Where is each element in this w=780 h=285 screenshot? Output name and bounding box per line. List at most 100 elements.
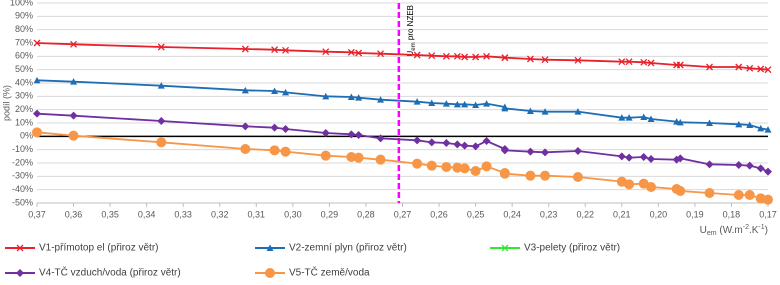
x-tick-label: 0,33 <box>174 209 192 219</box>
marker <box>647 59 655 67</box>
marker <box>32 127 42 138</box>
marker <box>647 155 656 163</box>
marker <box>746 64 754 72</box>
marker <box>526 55 534 63</box>
y-tick-label: -40% <box>12 184 33 194</box>
marker <box>442 100 450 107</box>
marker <box>157 82 165 89</box>
x-tick-label: 0,37 <box>28 209 46 219</box>
marker <box>412 158 423 169</box>
marker <box>706 63 713 71</box>
marker <box>266 244 274 251</box>
marker <box>640 113 648 120</box>
marker <box>441 162 452 172</box>
x-tick-label: 0,31 <box>248 209 266 219</box>
nzeb-label-part: U <box>406 50 415 56</box>
x-label-part: U <box>700 225 707 236</box>
marker <box>347 93 355 100</box>
marker <box>706 119 714 126</box>
marker <box>756 164 765 173</box>
marker <box>676 118 684 126</box>
marker <box>764 167 772 176</box>
marker <box>676 154 685 163</box>
marker <box>734 161 743 169</box>
marker <box>574 108 582 115</box>
marker <box>322 48 330 56</box>
legend-label: V1-přímotop el (přiroz větr) <box>39 243 158 254</box>
marker <box>157 43 165 51</box>
marker <box>483 52 491 60</box>
marker <box>16 269 24 277</box>
marker <box>540 170 551 181</box>
y-tick-label: 30% <box>15 91 33 101</box>
x-tick-label: 0,22 <box>576 209 594 219</box>
marker <box>322 92 330 100</box>
marker <box>16 244 24 252</box>
x-label-part: em <box>707 230 717 237</box>
x-tick-label: 0,20 <box>650 209 668 219</box>
marker <box>156 137 167 148</box>
y-tick-label: -10% <box>12 144 33 154</box>
marker <box>572 172 583 182</box>
x-axis-label: Uem (W.m-2.K-1) <box>700 224 768 237</box>
marker <box>639 153 648 161</box>
marker <box>377 96 385 103</box>
legend-item: V4-TČ vzduch/voda (přiroz větr) <box>5 266 181 279</box>
marker <box>241 45 249 53</box>
legend-label: V5-TČ země/voda <box>289 266 370 279</box>
legend-item: V2-zemní plyn (přiroz větr) <box>255 243 407 254</box>
x-tick-label: 0,36 <box>65 209 83 219</box>
x-tick-label: 0,28 <box>357 209 375 219</box>
legend-label: V3-pelety (přiroz větr) <box>524 243 620 254</box>
marker <box>70 40 78 48</box>
marker <box>472 101 480 108</box>
marker <box>744 190 755 200</box>
marker <box>501 104 509 112</box>
marker <box>321 129 330 137</box>
marker <box>157 117 166 125</box>
marker <box>764 66 772 74</box>
marker <box>525 170 536 181</box>
x-tick-label: 0,24 <box>503 209 521 219</box>
marker <box>376 134 385 143</box>
marker <box>280 146 291 157</box>
y-tick-label: 50% <box>15 64 33 74</box>
marker <box>413 51 421 59</box>
marker <box>346 152 357 162</box>
marker <box>33 76 41 84</box>
marker <box>353 152 364 163</box>
marker <box>461 53 469 61</box>
marker <box>69 111 78 120</box>
y-tick-label: -50% <box>12 197 33 207</box>
marker <box>704 188 715 198</box>
marker <box>33 109 41 118</box>
marker <box>526 107 534 114</box>
marker <box>483 100 491 107</box>
y-axis-label: podíl (%) <box>1 85 11 121</box>
marker <box>377 50 385 58</box>
marker <box>413 98 421 105</box>
marker <box>354 131 363 139</box>
marker <box>675 186 686 196</box>
x-tick-label: 0,32 <box>211 209 229 219</box>
y-tick-label: -20% <box>12 157 33 167</box>
marker <box>282 46 289 54</box>
marker <box>746 121 754 128</box>
marker <box>705 160 714 169</box>
x-label-part: .K <box>749 225 759 236</box>
marker <box>618 58 626 66</box>
marker <box>676 61 684 69</box>
marker <box>33 39 41 47</box>
x-label-part: ) <box>765 225 768 236</box>
marker <box>625 114 633 121</box>
marker <box>240 144 251 154</box>
marker <box>428 52 436 60</box>
marker <box>452 162 463 173</box>
marker <box>375 154 386 165</box>
x-tick-label: 0,35 <box>101 209 119 219</box>
marker <box>471 142 480 151</box>
marker <box>482 137 491 145</box>
marker <box>573 147 582 155</box>
marker <box>757 65 765 73</box>
